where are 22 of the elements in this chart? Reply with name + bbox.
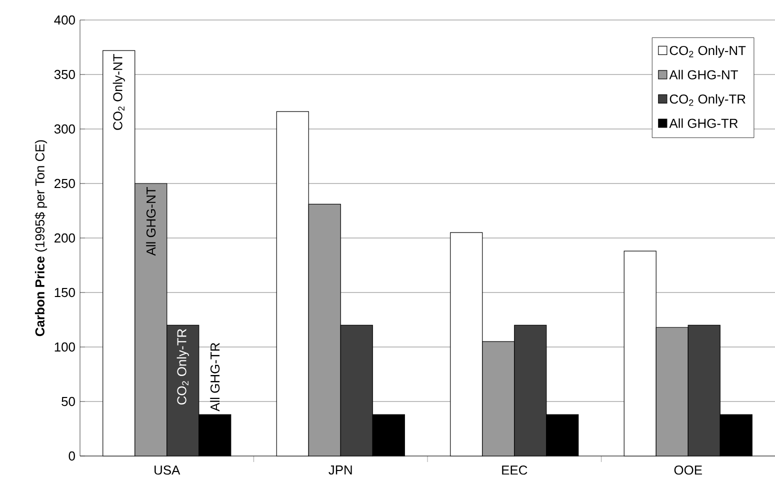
x-tick-label: JPN: [328, 466, 352, 475]
y-tick-label: 350: [54, 70, 75, 80]
text: All GHG-TR: [210, 342, 220, 412]
x-tick-label: USA: [154, 466, 180, 475]
y-tick-label: 400: [54, 15, 75, 25]
legend-label: All GHG-TR: [669, 118, 738, 128]
y-tick-label: 50: [62, 396, 75, 406]
legend-label: CO$_{2}$ Only-TR: [670, 94, 746, 106]
y-tick-label: 300: [54, 124, 75, 134]
y-axis-title: Carbon Price (1995$ per Ton CE): [34, 140, 48, 336]
y-tick-label: 150: [54, 288, 75, 298]
y-tick-label: 200: [54, 233, 75, 243]
x-tick-label: OOE: [674, 466, 702, 475]
text: All GHG-NT: [146, 187, 156, 256]
text: CO$_{2}$ Only-NT: [112, 54, 125, 130]
y-tick-label: 250: [54, 178, 75, 188]
x-tick-label: EEC: [502, 466, 528, 475]
legend-label: All GHG-NT: [669, 70, 738, 80]
legend-label: CO$_{2}$ Only-NT: [670, 46, 746, 58]
y-tick-label: 100: [54, 342, 75, 352]
text: CO$_{2}$ Only-TR: [176, 329, 189, 405]
y-tick-label: 0: [68, 451, 75, 461]
